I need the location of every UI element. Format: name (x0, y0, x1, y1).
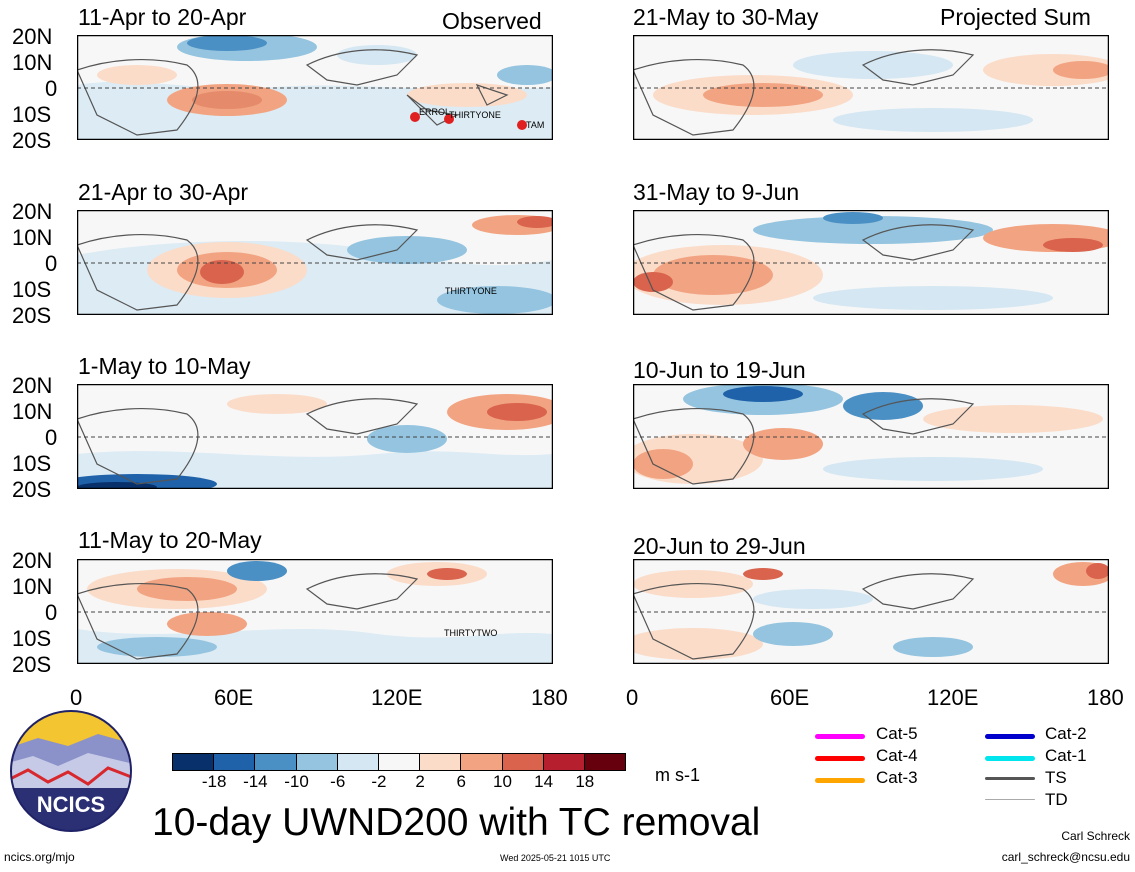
lat-label: 20N (12, 548, 53, 573)
lat-label: 10S (12, 102, 52, 127)
legend-label-cat5: Cat-5 (876, 724, 918, 743)
lat-label: 0 (45, 76, 58, 101)
legend-line-cat1 (985, 756, 1035, 761)
storm-label: TAM (526, 120, 545, 130)
lon-label: 120E (927, 685, 979, 710)
legend-line-ts (985, 777, 1035, 780)
map-panel (633, 384, 1109, 489)
legend-label-cat1: Cat-1 (1045, 746, 1087, 765)
lat-label: 20N (12, 373, 53, 398)
map-panel (77, 210, 553, 315)
logo-text: NCICS (37, 792, 105, 817)
legend-label-cat3: Cat-3 (876, 768, 918, 787)
lat-label: 0 (45, 251, 58, 276)
lat-label: 20N (12, 24, 53, 49)
colorbar-swatch (460, 753, 503, 771)
map-panel (633, 559, 1109, 664)
lon-label: 180 (531, 685, 568, 710)
map-panel (77, 384, 553, 489)
lat-label: 10N (12, 399, 53, 424)
lat-label: 20S (12, 477, 52, 502)
colorbar-tick-label: -6 (330, 772, 346, 791)
lat-label: 0 (45, 425, 58, 450)
footer-timestamp: Wed 2025-05-21 1015 UTC (500, 853, 611, 863)
panel-title: 31-May to 9-Jun (633, 179, 800, 205)
colorbar-swatch (501, 753, 544, 771)
lat-label: 10S (12, 451, 52, 476)
lat-label: 0 (45, 600, 58, 625)
observed-label: Observed (442, 8, 542, 34)
legend-line-cat2 (985, 734, 1035, 739)
colorbar-tick-label: -14 (243, 772, 268, 791)
lat-label: 20N (12, 199, 53, 224)
colorbar-tick-label: 10 (492, 772, 512, 791)
colorbar-swatch (295, 753, 338, 771)
storm-label: THIRTYONE (449, 110, 501, 120)
colorbar-swatch (542, 753, 585, 771)
panel-title: 11-May to 20-May (78, 527, 262, 553)
colorbar-tick-label: -10 (284, 772, 309, 791)
legend-label-cat4: Cat-4 (876, 746, 918, 765)
storm-label: THIRTYTWO (444, 628, 498, 638)
panel-title: 10-Jun to 19-Jun (633, 357, 806, 383)
projected-label: Projected Sum (940, 4, 1091, 30)
colorbar (172, 753, 627, 771)
legend-label-ts: TS (1045, 768, 1067, 787)
map-panel (633, 35, 1109, 140)
colorbar-swatch (172, 753, 215, 771)
footer-url[interactable]: ncics.org/mjo (4, 850, 75, 864)
panel-title: 11-Apr to 20-Apr (78, 4, 247, 30)
lat-label: 20S (12, 303, 52, 328)
legend-line-cat3 (815, 778, 865, 783)
colorbar-ticks: -18 -14 -10 -6 -2 2 6 10 14 18 (173, 772, 626, 796)
colorbar-swatch (213, 753, 256, 771)
map-panel (633, 210, 1109, 315)
footer-email[interactable]: carl_schreck@ncsu.edu (1001, 850, 1130, 864)
lat-label: 10N (12, 50, 53, 75)
lat-label: 10N (12, 574, 53, 599)
lat-label: 20S (12, 652, 52, 677)
lon-label: 180 (1087, 685, 1124, 710)
panel-title: 1-May to 10-May (78, 353, 251, 379)
lon-label: 60E (214, 685, 254, 710)
ncics-logo: NCICS (10, 710, 132, 832)
lon-label: 0 (70, 685, 83, 710)
colorbar-swatch (254, 753, 297, 771)
lat-label: 10S (12, 277, 52, 302)
legend-line-td (985, 799, 1035, 800)
legend-line-cat5 (815, 734, 865, 739)
colorbar-swatch (419, 753, 462, 771)
units-label: m s-1 (655, 765, 700, 785)
lat-label: 10N (12, 225, 53, 250)
colorbar-tick-label: 2 (415, 772, 425, 791)
lon-label: 0 (626, 685, 639, 710)
colorbar-tick-label: -2 (371, 772, 387, 791)
legend-label-cat2: Cat-2 (1045, 724, 1087, 743)
footer-author: Carl Schreck (1061, 829, 1130, 843)
panel-title: 20-Jun to 29-Jun (633, 533, 806, 559)
panel-title: 21-May to 30-May (633, 4, 819, 30)
colorbar-tick-label: 14 (534, 772, 554, 791)
map-panel (77, 35, 553, 140)
colorbar-tick-label: -18 (201, 772, 227, 791)
lon-label: 60E (770, 685, 810, 710)
lat-label: 20S (12, 128, 52, 153)
storm-label: THIRTYONE (445, 286, 497, 296)
colorbar-tick-label: 18 (575, 772, 595, 791)
colorbar-tick-label: 6 (456, 772, 466, 791)
colorbar-swatch (583, 753, 627, 771)
legend-label-td: TD (1045, 790, 1068, 809)
colorbar-swatch (377, 753, 421, 771)
storm-label: ERROL (419, 107, 451, 117)
colorbar-swatch (336, 753, 379, 771)
lon-label: 120E (371, 685, 423, 710)
panel-title: 21-Apr to 30-Apr (78, 179, 249, 205)
legend-line-cat4 (815, 756, 865, 761)
main-title: 10-day UWND200 with TC removal (152, 801, 761, 844)
map-panel (77, 559, 553, 664)
lat-label: 10S (12, 626, 52, 651)
